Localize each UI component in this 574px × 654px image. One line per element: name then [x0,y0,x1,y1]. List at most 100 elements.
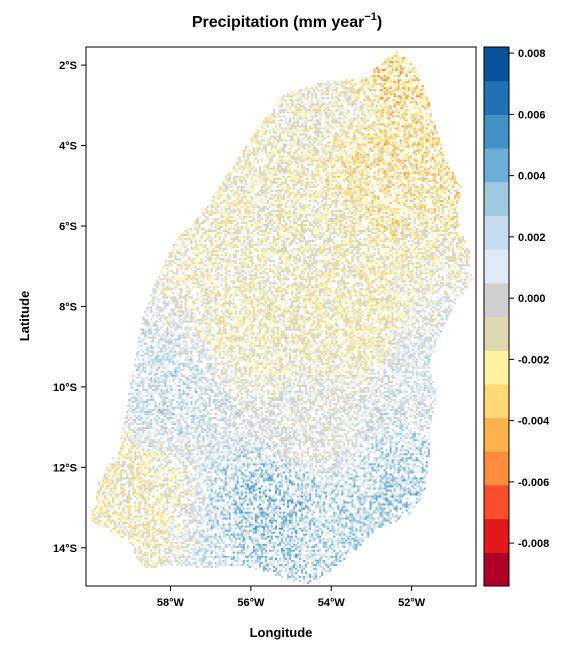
heatmap-cell [437,187,440,190]
heatmap-cell [343,93,346,96]
heatmap-cell [248,159,251,162]
heatmap-cell [345,121,348,124]
heatmap-cell [299,115,302,118]
heatmap-cell [198,224,201,227]
heatmap-cell [419,109,422,112]
heatmap-cell [220,207,223,210]
heatmap-cell [333,236,336,239]
heatmap-cell [305,113,308,116]
heatmap-cell [188,236,191,239]
heatmap-cell [329,155,332,158]
heatmap-cell [299,228,302,231]
heatmap-cell [301,187,304,190]
heatmap-cell [287,93,290,96]
heatmap-cell [403,135,406,138]
heatmap-cell [313,205,316,208]
heatmap-cell [359,143,362,146]
heatmap-cell [349,169,352,172]
heatmap-cell [242,236,245,239]
heatmap-cell [305,242,308,245]
heatmap-cell [407,191,410,194]
heatmap-cell [200,244,203,247]
heatmap-cell [385,113,388,116]
heatmap-cell [413,220,416,223]
heatmap-cell [214,240,217,243]
heatmap-cell [419,89,422,92]
heatmap-cell [337,175,340,178]
heatmap-cell [449,224,452,227]
heatmap-cell [327,240,330,243]
heatmap-cell [319,131,322,134]
heatmap-cell [289,135,292,138]
heatmap-cell [291,191,294,194]
heatmap-cell [359,89,362,92]
heatmap-cell [421,169,424,172]
heatmap-cell [447,246,450,249]
heatmap-cell [270,193,273,196]
heatmap-cell [232,189,235,192]
heatmap-cell [305,187,308,190]
heatmap-cell [293,187,296,190]
heatmap-cell [375,236,378,239]
heatmap-cell [319,109,322,112]
heatmap-cell [439,207,442,210]
heatmap-cell [297,161,300,164]
heatmap-cell [244,226,247,229]
heatmap-cell [236,207,239,210]
heatmap-cell [277,141,280,144]
heatmap-cell [303,147,306,150]
heatmap-cell [405,159,408,162]
heatmap-cell [329,240,332,243]
heatmap-cell [339,105,342,108]
heatmap-cell [266,129,269,132]
heatmap-cell [327,179,330,182]
heatmap-cell [240,165,243,168]
heatmap-cell [228,171,231,174]
heatmap-cell [234,189,237,192]
heatmap-cell [279,139,282,142]
heatmap-cell [455,189,458,192]
heatmap-cell [391,109,394,112]
heatmap-cell [389,230,392,233]
heatmap-cell [433,165,436,168]
heatmap-cell [297,125,300,128]
heatmap-cell [331,151,334,154]
heatmap-cell [367,83,370,86]
heatmap-cell [353,119,356,122]
heatmap-cell [345,215,348,218]
heatmap-cell [387,89,390,92]
heatmap-cell [377,183,380,186]
heatmap-cell [258,175,261,178]
heatmap-cell [301,125,304,128]
heatmap-cell [367,242,370,245]
heatmap-cell [381,159,384,162]
heatmap-cell [391,149,394,152]
heatmap-cell [270,175,273,178]
heatmap-cell [435,240,438,243]
heatmap-cell [389,129,392,132]
heatmap-cell [244,155,247,158]
heatmap-cell [369,213,372,216]
heatmap-cell [240,151,243,154]
heatmap-cell [268,215,271,218]
heatmap-cell [335,189,338,192]
heatmap-cell [275,213,278,216]
heatmap-cell [355,207,358,210]
heatmap-cell [238,195,241,198]
heatmap-cell [315,127,318,130]
heatmap-cell [341,99,344,102]
heatmap-cell [248,163,251,166]
heatmap-cell [375,179,378,182]
heatmap-cell [367,207,370,210]
heatmap-cell [232,183,235,186]
heatmap-cell [371,205,374,208]
heatmap-cell [387,111,390,114]
heatmap-cell [287,111,290,114]
heatmap-cell [375,75,378,78]
heatmap-cell [381,115,384,118]
heatmap-cell [333,109,336,112]
heatmap-cell [281,149,284,152]
heatmap-cell [377,75,380,78]
heatmap-cell [387,167,390,170]
heatmap-cell [351,222,354,225]
